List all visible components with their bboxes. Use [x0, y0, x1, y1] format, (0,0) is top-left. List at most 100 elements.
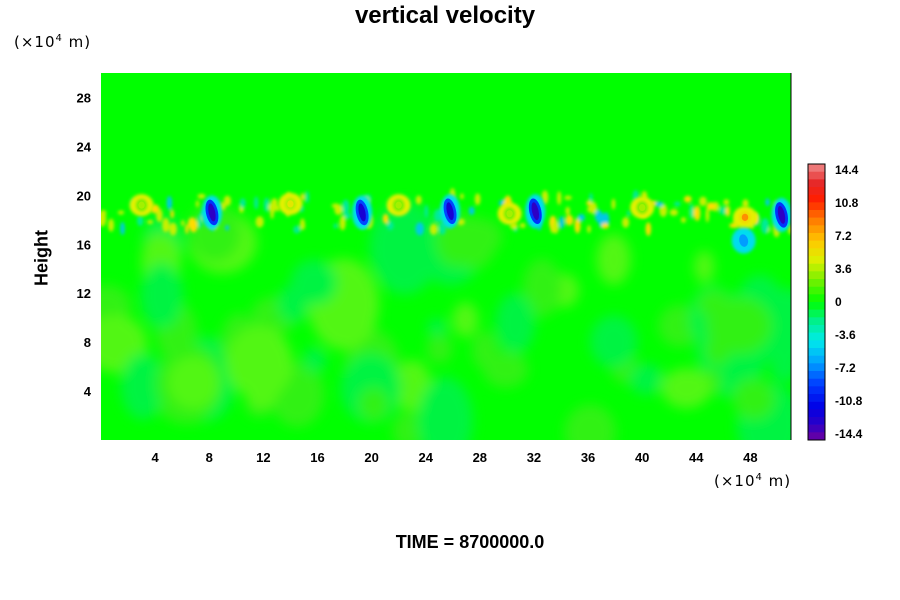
time-label: TIME = 8700000.0: [395, 532, 545, 552]
band-cell: [468, 206, 475, 215]
colorbar-swatch: [808, 401, 825, 410]
colorbar-swatch: [808, 194, 825, 203]
colorbar-tick-label: 7.2: [835, 229, 852, 243]
texture-blob: [564, 404, 616, 440]
colorbar-swatch: [808, 348, 825, 356]
texture-blob: [452, 302, 479, 338]
colorbar-frame: [807, 163, 826, 441]
band-cell: [587, 225, 591, 234]
band-cell: [574, 217, 581, 234]
band-cell: [108, 218, 115, 232]
texture-blob: [168, 356, 219, 409]
band-cell: [185, 224, 189, 234]
colorbar-swatch: [808, 355, 825, 364]
band-cell: [239, 198, 246, 209]
colorbar-swatch: [808, 286, 825, 295]
colorbar-swatch: [808, 210, 825, 218]
band-cell: [723, 199, 730, 206]
colorbar-tick-label: 10.8: [835, 196, 859, 210]
band-cell: [611, 198, 616, 210]
texture-blob: [697, 289, 731, 318]
band-cell: [169, 222, 177, 236]
colorbar-swatch: [808, 217, 825, 226]
band-cell: [460, 193, 464, 200]
y-axis-unit: (×104 m): [14, 33, 92, 51]
colorbar-tick-label: -3.6: [835, 328, 856, 342]
colorbar-swatch: [808, 302, 825, 310]
texture-blob: [427, 318, 448, 337]
x-tick-label: 48: [743, 450, 757, 465]
colorbar-swatch: [808, 432, 825, 441]
band-cell: [225, 225, 229, 231]
band-cell: [705, 207, 710, 223]
texture-blob: [482, 351, 529, 388]
field-texture: [101, 201, 791, 440]
band-cell: [268, 202, 278, 213]
colorbar-swatch: [808, 417, 825, 425]
band-cell: [255, 216, 264, 228]
band-cell: [654, 201, 664, 207]
texture-blob: [369, 201, 441, 295]
x-axis-unit: (×104 m): [714, 472, 792, 490]
colorbar-swatch: [808, 363, 825, 372]
downdraft-cell: [525, 194, 546, 229]
downdraft-cell: [771, 197, 791, 232]
band-cell: [342, 199, 350, 215]
colorbar-swatch: [808, 378, 825, 387]
x-tick-label: 24: [418, 450, 433, 465]
y-tick-label: 8: [84, 335, 91, 350]
turbulent-band: [101, 188, 791, 238]
colorbar-swatch: [808, 171, 825, 180]
colorbar-swatch: [808, 394, 825, 402]
x-tick-label: 28: [473, 450, 487, 465]
band-cell: [541, 190, 549, 205]
chart-title: vertical velocity: [354, 2, 536, 29]
updraft-cell: [733, 206, 757, 229]
colorbar-swatch: [808, 256, 825, 264]
band-cell: [645, 222, 652, 236]
texture-blob: [290, 259, 338, 306]
band-cell: [699, 196, 707, 207]
texture-blob: [392, 412, 423, 440]
colorbar-swatch: [808, 233, 825, 241]
x-tick-label: 40: [635, 450, 649, 465]
x-tick-label: 20: [364, 450, 378, 465]
band-cell: [223, 195, 231, 207]
texture-blob: [226, 326, 293, 400]
band-cell: [557, 191, 562, 205]
colorbar-tick-label: -14.4: [835, 427, 863, 441]
band-cell: [300, 218, 305, 231]
band-cell: [564, 195, 572, 200]
band-cell: [552, 220, 559, 234]
texture-blob: [303, 347, 327, 373]
colorbar-swatch: [808, 386, 825, 395]
updraft-cell: [278, 192, 303, 215]
band-cell: [197, 213, 203, 229]
band-cell: [729, 223, 737, 228]
band-cell: [254, 196, 259, 210]
colorbar-swatch: [808, 263, 825, 272]
downdraft-cell: [201, 195, 222, 230]
band-cell: [170, 209, 174, 219]
band-cell: [263, 197, 270, 212]
band-cell: [181, 219, 185, 227]
colorbar-swatch: [808, 371, 825, 379]
band-cell: [156, 208, 163, 223]
band-cell: [565, 214, 574, 226]
band-cell: [760, 218, 770, 234]
band-cell: [565, 206, 570, 216]
texture-blob: [140, 262, 184, 329]
colorbar-swatch: [808, 317, 825, 326]
band-cell: [669, 209, 678, 216]
band-cell: [622, 217, 630, 228]
colorbar-swatch: [808, 248, 825, 257]
colorbar-swatch: [808, 424, 825, 433]
band-cell: [765, 198, 770, 207]
downdraft-cell: [352, 195, 373, 230]
y-tick-label: 12: [77, 286, 91, 301]
band-cell: [293, 225, 301, 234]
band-cell: [162, 217, 170, 233]
band-cell: [683, 195, 692, 203]
y-tick-label: 28: [77, 90, 91, 105]
